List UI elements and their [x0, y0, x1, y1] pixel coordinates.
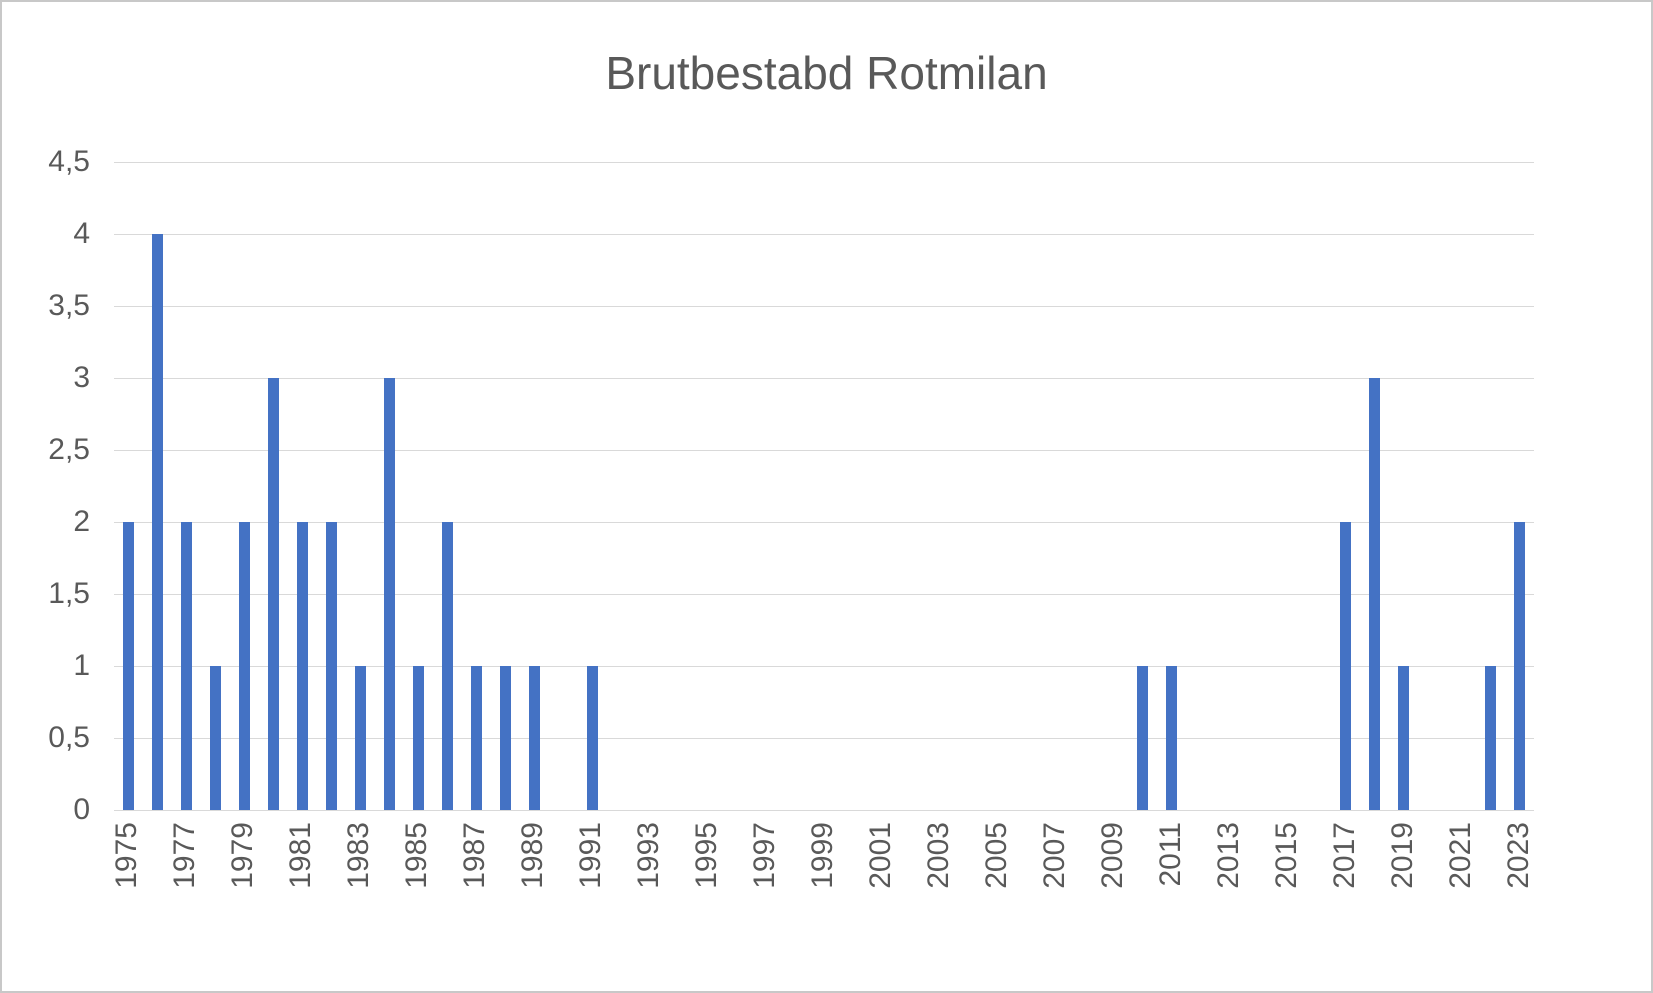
- x-tick-label: 2019: [1385, 822, 1419, 889]
- x-tick-label: 2003: [921, 822, 955, 889]
- bar-1977: [180, 522, 192, 810]
- x-tick-label: 1999: [806, 822, 839, 889]
- bar-1986: [441, 522, 453, 810]
- x-tick-label: 2015: [1269, 822, 1303, 889]
- x-tick-label: 1979: [226, 822, 260, 889]
- x-tick-label: 1985: [400, 822, 434, 889]
- y-tick-label: 4,5: [48, 145, 90, 178]
- bar-2023: [1514, 522, 1525, 810]
- bar-1980: [267, 378, 279, 810]
- gridline: [114, 593, 1534, 595]
- y-tick-label: 3,5: [48, 289, 90, 322]
- bar-1984: [383, 378, 395, 810]
- bar-1983: [354, 666, 366, 810]
- x-tick-label: 1991: [574, 822, 608, 889]
- chart-title: Brutbestabd Rotmilan: [605, 47, 1048, 99]
- x-tick-label: 1997: [748, 822, 782, 889]
- y-tick-label: 4: [73, 217, 90, 250]
- x-tick-label: 2011: [1153, 822, 1187, 887]
- x-tick-label: 1995: [690, 822, 724, 889]
- x-tick-label: 1993: [632, 822, 666, 889]
- x-tick-label: 2013: [1211, 822, 1245, 889]
- bar-1976: [151, 234, 163, 810]
- x-tick-label: 1987: [458, 822, 492, 889]
- y-tick-label: 3: [73, 361, 90, 394]
- bar-2022: [1485, 666, 1497, 810]
- y-tick-label: 0: [73, 793, 90, 826]
- y-tick-label: 1: [73, 649, 90, 682]
- bar-1987: [470, 666, 482, 810]
- x-tick-label: 2007: [1037, 822, 1071, 889]
- x-tick-label: 2021: [1443, 822, 1477, 889]
- bar-1982: [325, 522, 337, 810]
- gridline: [114, 161, 1534, 163]
- x-tick-label: 2017: [1327, 822, 1361, 889]
- bar-1989: [528, 666, 540, 810]
- y-tick-label: 2,5: [48, 433, 90, 466]
- x-tick-label: 2005: [979, 822, 1013, 889]
- bar-2010: [1137, 666, 1149, 810]
- bar-2019: [1398, 666, 1410, 810]
- gridline: [114, 305, 1534, 307]
- x-tick-label: 2009: [1095, 822, 1129, 889]
- gridline: [114, 521, 1534, 523]
- bar-1981: [296, 522, 308, 810]
- gridline: [114, 665, 1534, 667]
- x-tick-label: 2001: [863, 822, 897, 889]
- bar-1985: [412, 666, 424, 810]
- bar-1979: [238, 522, 250, 810]
- bar-1978: [209, 666, 221, 810]
- bar-2017: [1340, 522, 1352, 810]
- bar-1975: [122, 522, 134, 810]
- y-tick-label: 0,5: [48, 721, 90, 754]
- x-tick-label: 1989: [516, 822, 550, 889]
- gridline: [114, 377, 1534, 379]
- x-tick-label: 1977: [168, 822, 202, 889]
- gridline: [114, 809, 1534, 811]
- bar-2018: [1369, 378, 1381, 810]
- bar-1991: [586, 666, 598, 810]
- y-tick-label: 2: [73, 505, 90, 538]
- x-tick-label: 2023: [1501, 822, 1535, 889]
- x-tick-label: 1975: [110, 822, 144, 889]
- y-tick-label: 1,5: [48, 577, 90, 610]
- gridline: [114, 449, 1534, 451]
- x-tick-label: 1981: [284, 822, 318, 889]
- bar-2011: [1166, 666, 1178, 810]
- x-tick-label: 1983: [342, 822, 376, 889]
- gridline: [114, 737, 1534, 739]
- gridline: [114, 233, 1534, 235]
- bar-1988: [499, 666, 511, 810]
